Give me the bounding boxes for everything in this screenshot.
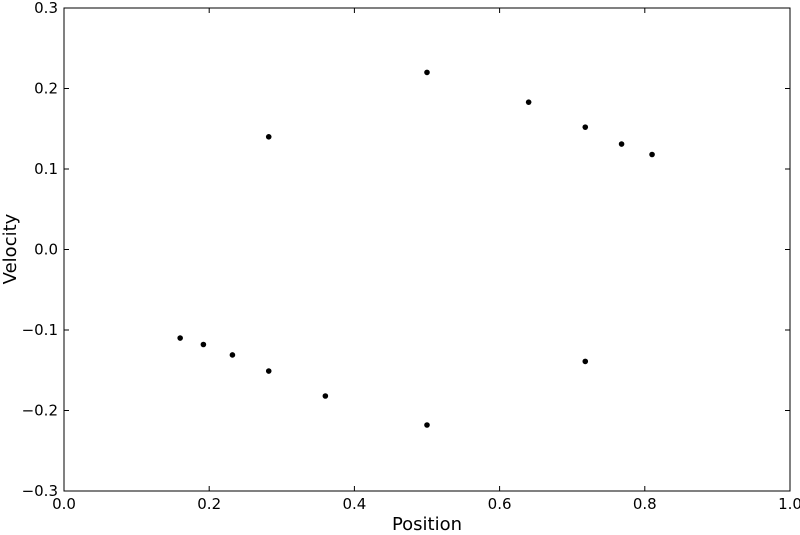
data-point	[649, 151, 655, 158]
data-point	[177, 335, 183, 341]
y-tick-label: 0.2	[34, 80, 58, 98]
data-point	[582, 358, 589, 365]
x-tick-label: 1.0	[778, 495, 800, 513]
data-point	[618, 141, 625, 147]
data-point	[229, 352, 236, 358]
x-axis-label: Position	[392, 514, 462, 535]
y-axis-label: Velocity	[0, 213, 21, 284]
data-point	[582, 124, 589, 130]
data-points	[177, 69, 655, 428]
data-point	[265, 368, 272, 374]
data-point	[424, 422, 430, 428]
data-point	[424, 69, 430, 76]
x-tick-label: 0.6	[488, 495, 512, 513]
data-point	[525, 99, 532, 105]
y-tick-label: −0.3	[22, 482, 58, 500]
y-tick-label: −0.1	[22, 321, 58, 339]
y-tick-label: 0.1	[34, 160, 58, 178]
x-tick-label: 0.8	[633, 495, 657, 513]
x-tick-label: 0.2	[197, 495, 221, 513]
data-point	[322, 393, 329, 399]
tick-labels: 0.0 0.2 0.4 0.6 0.8 1.0 −0.3 −0.2 −0.1 0.0 0.1 0.2 0…	[22, 0, 800, 513]
data-point	[200, 341, 207, 348]
y-tick-label: −0.2	[22, 402, 58, 420]
y-tick-label: 0.0	[34, 241, 58, 259]
x-tick-label: 0.4	[342, 495, 366, 513]
y-tick-label: 0.3	[34, 0, 58, 17]
plot-frame	[63, 7, 791, 492]
data-point	[265, 134, 272, 140]
axis-ticks	[63, 7, 791, 492]
x-tick-label: 0.0	[52, 495, 76, 513]
